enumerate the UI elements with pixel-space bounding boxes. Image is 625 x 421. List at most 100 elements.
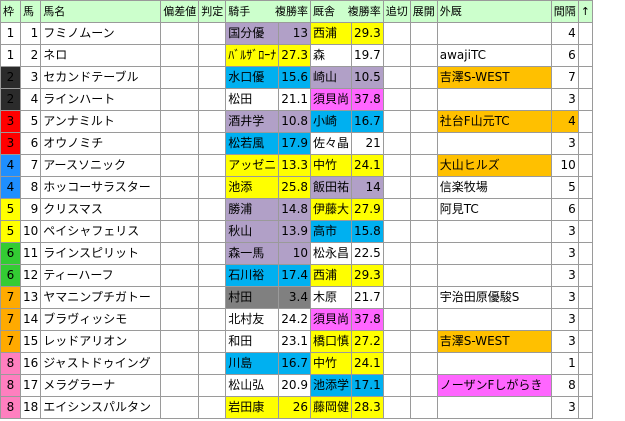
- hantei-cell[interactable]: [198, 176, 227, 199]
- trainer-cell[interactable]: 西浦: [310, 22, 353, 45]
- jockey-cell[interactable]: 和田: [225, 330, 280, 353]
- hantei-cell[interactable]: [198, 308, 227, 331]
- horse-name-cell[interactable]: ラインスピリット: [40, 242, 162, 265]
- kankaku-cell[interactable]: 1: [550, 352, 579, 375]
- waku-cell[interactable]: 7: [0, 308, 21, 331]
- hensa-cell[interactable]: [160, 242, 200, 265]
- gaikyu-cell[interactable]: 吉澤S-WEST: [436, 330, 552, 353]
- tsuikiri-cell[interactable]: [382, 264, 411, 287]
- kankaku-cell[interactable]: 3: [550, 220, 579, 243]
- hantei-cell[interactable]: [198, 66, 227, 89]
- jockey-cell[interactable]: 松若風: [225, 132, 280, 155]
- trainer-cell[interactable]: 飯田祐: [310, 176, 353, 199]
- gaikyu-cell[interactable]: 吉澤S-WEST: [436, 66, 552, 89]
- spacer-cell[interactable]: [577, 22, 593, 45]
- tenkai-cell[interactable]: [409, 110, 438, 133]
- hensa-cell[interactable]: [160, 66, 200, 89]
- trainer-rate-cell[interactable]: 28.3: [351, 396, 384, 419]
- jockey-cell[interactable]: 水口優: [225, 66, 280, 89]
- hensa-cell[interactable]: [160, 88, 200, 111]
- header-tenkai[interactable]: 展開: [409, 0, 438, 23]
- jockey-cell[interactable]: 池添: [225, 176, 280, 199]
- jockey-rate-cell[interactable]: 16.7: [278, 352, 312, 375]
- jockey-rate-cell[interactable]: 13.3: [278, 154, 312, 177]
- table-row[interactable]: 2 4 ラインハート 松田 21.1 須貝尚 37.8 3: [0, 88, 593, 111]
- trainer-cell[interactable]: 中竹: [310, 352, 353, 375]
- horse-name-cell[interactable]: クリスマス: [40, 198, 162, 221]
- table-row[interactable]: 2 3 セカンドテーブル 水口優 15.6 崎山 10.5 吉澤S-WEST 7: [0, 66, 593, 89]
- tsuikiri-cell[interactable]: [382, 352, 411, 375]
- umaban-cell[interactable]: 11: [19, 242, 42, 265]
- table-row[interactable]: 5 9 クリスマス 勝浦 14.8 伊藤大 27.9 阿見TC 6: [0, 198, 593, 221]
- spacer-cell[interactable]: [577, 308, 593, 331]
- tsuikiri-cell[interactable]: [382, 154, 411, 177]
- trainer-rate-cell[interactable]: 29.3: [351, 22, 384, 45]
- horse-name-cell[interactable]: アースソニック: [40, 154, 162, 177]
- umaban-cell[interactable]: 6: [19, 132, 42, 155]
- kankaku-cell[interactable]: 3: [550, 286, 579, 309]
- umaban-cell[interactable]: 10: [19, 220, 42, 243]
- jockey-cell[interactable]: 松山弘: [225, 374, 280, 397]
- jockey-rate-cell[interactable]: 13: [278, 22, 312, 45]
- tenkai-cell[interactable]: [409, 44, 438, 67]
- tsuikiri-cell[interactable]: [382, 220, 411, 243]
- tsuikiri-cell[interactable]: [382, 396, 411, 419]
- gaikyu-cell[interactable]: [436, 308, 552, 331]
- gaikyu-cell[interactable]: [436, 396, 552, 419]
- waku-cell[interactable]: 2: [0, 88, 21, 111]
- spacer-cell[interactable]: [577, 374, 593, 397]
- waku-cell[interactable]: 5: [0, 220, 21, 243]
- header-kishu[interactable]: 騎手 複勝率: [225, 0, 312, 23]
- horse-name-cell[interactable]: レッドアリオン: [40, 330, 162, 353]
- umaban-cell[interactable]: 7: [19, 154, 42, 177]
- horse-name-cell[interactable]: フミノムーン: [40, 22, 162, 45]
- jockey-cell[interactable]: 森一馬: [225, 242, 280, 265]
- jockey-rate-cell[interactable]: 10: [278, 242, 312, 265]
- tsuikiri-cell[interactable]: [382, 110, 411, 133]
- gaikyu-cell[interactable]: [436, 352, 552, 375]
- spacer-cell[interactable]: [577, 286, 593, 309]
- tenkai-cell[interactable]: [409, 374, 438, 397]
- table-row[interactable]: 8 18 エイシンスパルタン 岩田康 26 藤岡健 28.3 3: [0, 396, 593, 419]
- jockey-rate-cell[interactable]: 21.1: [278, 88, 312, 111]
- jockey-rate-cell[interactable]: 24.2: [278, 308, 312, 331]
- trainer-rate-cell[interactable]: 17.1: [351, 374, 384, 397]
- hensa-cell[interactable]: [160, 198, 200, 221]
- hensa-cell[interactable]: [160, 330, 200, 353]
- jockey-rate-cell[interactable]: 14.8: [278, 198, 312, 221]
- hensa-cell[interactable]: [160, 44, 200, 67]
- table-row[interactable]: 4 8 ホッコーサラスター 池添 25.8 飯田祐 14 信楽牧場 5: [0, 176, 593, 199]
- tenkai-cell[interactable]: [409, 22, 438, 45]
- tsuikiri-cell[interactable]: [382, 88, 411, 111]
- jockey-rate-cell[interactable]: 10.8: [278, 110, 312, 133]
- header-waku[interactable]: 枠: [0, 0, 21, 23]
- hantei-cell[interactable]: [198, 352, 227, 375]
- horse-name-cell[interactable]: エイシンスパルタン: [40, 396, 162, 419]
- gaikyu-cell[interactable]: ノーザンFしがらき: [436, 374, 552, 397]
- tenkai-cell[interactable]: [409, 132, 438, 155]
- umaban-cell[interactable]: 13: [19, 286, 42, 309]
- tenkai-cell[interactable]: [409, 66, 438, 89]
- tenkai-cell[interactable]: [409, 286, 438, 309]
- trainer-rate-cell[interactable]: 14: [351, 176, 384, 199]
- header-kankaku[interactable]: 間隔: [550, 0, 579, 23]
- tsuikiri-cell[interactable]: [382, 176, 411, 199]
- spacer-cell[interactable]: [577, 330, 593, 353]
- gaikyu-cell[interactable]: awajiTC: [436, 44, 552, 67]
- jockey-cell[interactable]: ﾊﾞﾙｻﾞﾛｰﾅ: [225, 44, 280, 67]
- trainer-cell[interactable]: 須貝尚: [310, 308, 353, 331]
- trainer-cell[interactable]: 松永昌: [310, 242, 353, 265]
- hensa-cell[interactable]: [160, 110, 200, 133]
- hantei-cell[interactable]: [198, 198, 227, 221]
- jockey-cell[interactable]: 秋山: [225, 220, 280, 243]
- spacer-cell[interactable]: [577, 88, 593, 111]
- kankaku-cell[interactable]: 7: [550, 66, 579, 89]
- hantei-cell[interactable]: [198, 396, 227, 419]
- kankaku-cell[interactable]: 3: [550, 242, 579, 265]
- waku-cell[interactable]: 5: [0, 198, 21, 221]
- trainer-rate-cell[interactable]: 21: [351, 132, 384, 155]
- trainer-rate-cell[interactable]: 16.7: [351, 110, 384, 133]
- hantei-cell[interactable]: [198, 220, 227, 243]
- trainer-rate-cell[interactable]: 37.8: [351, 308, 384, 331]
- trainer-cell[interactable]: 池添学: [310, 374, 353, 397]
